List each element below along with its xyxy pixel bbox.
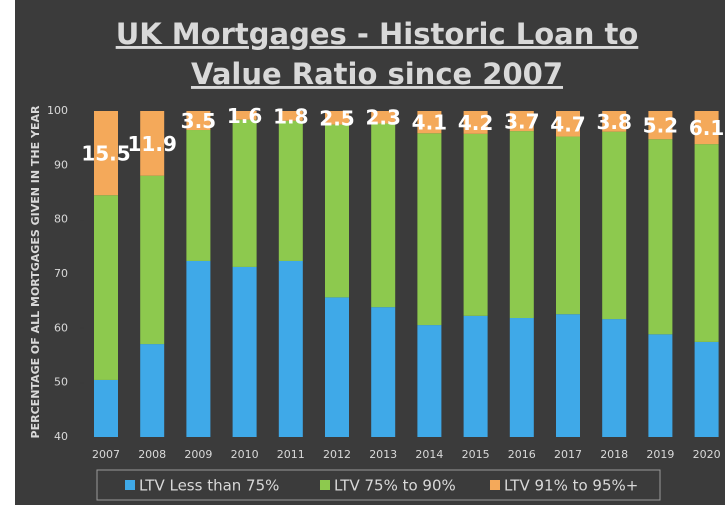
- data-label: 1.8: [273, 104, 308, 128]
- bar-segment: [417, 325, 442, 437]
- data-label: 2.3: [365, 106, 400, 130]
- bar-segment: [556, 136, 580, 315]
- bar-segment: [463, 315, 488, 437]
- bar-segment: [278, 120, 303, 261]
- y-tick-label: 50: [54, 376, 68, 389]
- bar-segment: [602, 111, 627, 132]
- x-tick-label: 2007: [92, 448, 120, 461]
- bar-segment: [140, 175, 165, 345]
- bar-segment: [694, 111, 719, 145]
- legend-label: LTV 75% to 90%: [334, 477, 456, 495]
- data-label: 4.7: [550, 112, 585, 136]
- x-tick-label: 2018: [600, 448, 628, 461]
- bar-segment: [325, 124, 349, 298]
- data-label: 3.5: [181, 109, 216, 133]
- x-tick-label: 2014: [415, 448, 443, 461]
- bar-segment: [325, 297, 349, 437]
- x-tick-label: 2012: [323, 448, 351, 461]
- legend-swatch: [490, 480, 500, 490]
- legend-label: LTV 91% to 95%+: [504, 477, 638, 495]
- bar-segment: [694, 144, 719, 342]
- x-tick-label: 2017: [554, 448, 582, 461]
- bar-segment: [94, 195, 118, 380]
- y-axis-label: PERCENTAGE OF ALL MORTGAGES GIVEN IN THE…: [29, 105, 42, 438]
- bar-segment: [463, 111, 488, 134]
- bar-segment: [140, 111, 165, 176]
- bar-segment: [278, 260, 303, 437]
- legend-swatch: [320, 480, 330, 490]
- bar-segment: [509, 111, 534, 132]
- bar-segment: [186, 111, 211, 131]
- bar-segment: [371, 307, 396, 437]
- bar-segment: [602, 131, 627, 320]
- bar-segment: [232, 266, 257, 437]
- bar-segment: [140, 344, 165, 437]
- data-label: 4.2: [458, 111, 493, 135]
- bar-segment: [648, 139, 673, 335]
- bar-segment: [325, 111, 349, 125]
- bar-segment: [556, 314, 580, 437]
- bar-segment: [602, 319, 627, 437]
- x-tick-label: 2020: [693, 448, 721, 461]
- bar-segment: [417, 111, 442, 134]
- bar-segment: [94, 111, 118, 196]
- bar-segment: [232, 119, 257, 267]
- data-label: 3.7: [504, 110, 539, 134]
- bar-segment: [694, 341, 719, 437]
- y-tick-label: 100: [47, 104, 68, 117]
- chart-title: Value Ratio since 2007: [191, 57, 563, 91]
- bar-segment: [186, 260, 211, 437]
- bar-segment: [371, 111, 396, 124]
- data-label: 11.9: [128, 132, 177, 156]
- x-tick-label: 2016: [508, 448, 536, 461]
- x-tick-label: 2013: [369, 448, 397, 461]
- bar-segment: [509, 318, 534, 437]
- y-tick-label: 40: [54, 430, 68, 443]
- x-tick-label: 2015: [462, 448, 490, 461]
- data-label: 1.6: [227, 104, 262, 128]
- x-tick-label: 2008: [138, 448, 166, 461]
- y-tick-label: 60: [54, 321, 68, 334]
- bar-segment: [556, 111, 580, 137]
- bar-segment: [648, 334, 673, 437]
- chart-title: UK Mortgages - Historic Loan to: [116, 17, 639, 51]
- data-label: 15.5: [81, 142, 130, 166]
- x-tick-label: 2011: [277, 448, 305, 461]
- x-tick-label: 2010: [231, 448, 259, 461]
- bar-segment: [278, 111, 303, 121]
- y-tick-label: 80: [54, 213, 68, 226]
- bar-segment: [371, 123, 396, 308]
- bar-segment: [417, 133, 442, 326]
- legend-box: [96, 469, 661, 501]
- y-tick-label: 70: [54, 267, 68, 280]
- bar-segment: [232, 111, 257, 120]
- bar-segment: [509, 131, 534, 319]
- y-tick-label: 90: [54, 158, 68, 171]
- data-label: 2.5: [319, 106, 354, 130]
- x-tick-label: 2009: [184, 448, 212, 461]
- legend-swatch: [125, 480, 135, 490]
- bar-segment: [94, 379, 118, 437]
- bar-segment: [463, 133, 488, 316]
- data-label: 3.8: [596, 110, 631, 134]
- data-label: 5.2: [643, 114, 678, 138]
- data-label: 4.1: [412, 111, 447, 135]
- data-label: 6.1: [689, 116, 724, 140]
- bar-segment: [648, 111, 673, 140]
- legend-label: LTV Less than 75%: [139, 477, 279, 495]
- x-tick-label: 2019: [646, 448, 674, 461]
- bar-segment: [186, 130, 211, 261]
